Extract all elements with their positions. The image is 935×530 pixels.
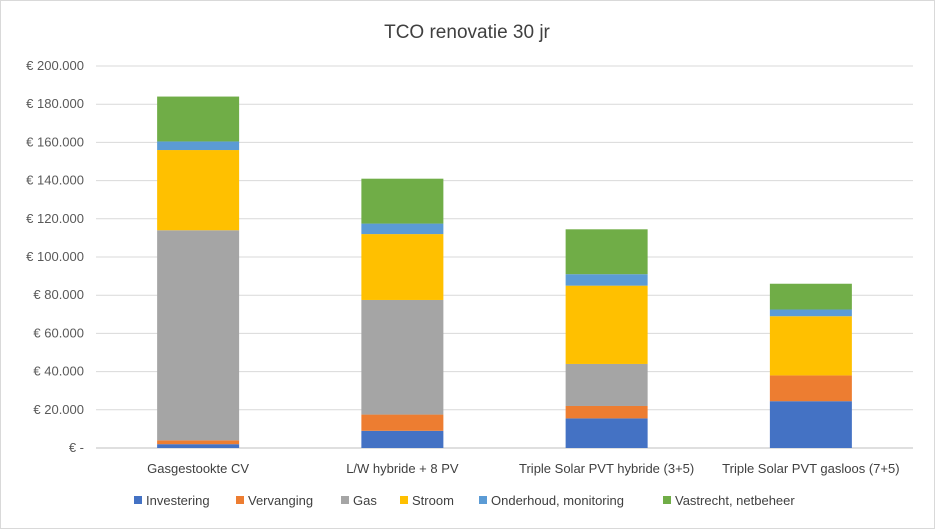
- y-axis-ticks: € - € 20.000 € 40.000 € 60.000 € 80.000 € 100…: [26, 58, 84, 455]
- x-category-label: Triple Solar PVT hybride (3+5): [519, 461, 694, 476]
- bars: [157, 96, 852, 448]
- y-tick-label: € -: [69, 440, 84, 455]
- y-tick-label: € 20.000: [33, 402, 84, 417]
- bar-segment: [565, 363, 648, 406]
- bar-segment: [769, 401, 852, 448]
- legend-swatch: [134, 496, 142, 504]
- bar-segment: [565, 405, 648, 419]
- legend-label: Gas: [353, 493, 377, 508]
- bar-segment: [565, 229, 648, 275]
- y-tick-label: € 160.000: [26, 134, 84, 149]
- x-category-label: Gasgestookte CV: [147, 461, 249, 476]
- bar-segment: [157, 444, 240, 448]
- bar-segment: [157, 96, 240, 142]
- y-tick-label: € 120.000: [26, 211, 84, 226]
- bar-segment: [565, 418, 648, 448]
- bar-segment: [361, 414, 444, 431]
- legend-label: Vastrecht, netbeheer: [675, 493, 795, 508]
- bar-segment: [157, 141, 240, 151]
- bar-segment: [769, 375, 852, 402]
- bar-segment: [361, 234, 444, 300]
- legend-swatch: [663, 496, 671, 504]
- bar-segment: [361, 430, 444, 448]
- legend-label: Vervanging: [248, 493, 313, 508]
- y-tick-label: € 140.000: [26, 173, 84, 188]
- bar-segment: [769, 309, 852, 317]
- legend-label: Onderhoud, monitoring: [491, 493, 624, 508]
- bar-segment: [361, 223, 444, 235]
- y-tick-label: € 80.000: [33, 287, 84, 302]
- bar-segment: [565, 274, 648, 286]
- y-tick-label: € 40.000: [33, 364, 84, 379]
- bar-segment: [361, 299, 444, 415]
- x-axis-categories: Gasgestookte CV L/W hybride + 8 PV Triple …: [147, 461, 899, 476]
- legend-swatch: [236, 496, 244, 504]
- bar-segment: [157, 440, 240, 445]
- bar-segment: [157, 150, 240, 231]
- legend: Investering Vervanging Gas Stroom Onderhoud,…: [134, 493, 795, 508]
- bar-segment: [769, 316, 852, 376]
- bar-segment: [565, 285, 648, 364]
- legend-label: Investering: [146, 493, 210, 508]
- legend-swatch: [341, 496, 349, 504]
- y-tick-label: € 200.000: [26, 58, 84, 73]
- bar-segment: [361, 178, 444, 224]
- legend-swatch: [479, 496, 487, 504]
- bar-segment: [157, 230, 240, 441]
- y-tick-label: € 60.000: [33, 325, 84, 340]
- chart-title: TCO renovatie 30 jr: [384, 22, 550, 43]
- y-tick-label: € 100.000: [26, 249, 84, 264]
- legend-swatch: [400, 496, 408, 504]
- x-category-label: Triple Solar PVT gasloos (7+5): [722, 461, 899, 476]
- x-category-label: L/W hybride + 8 PV: [346, 461, 459, 476]
- y-tick-label: € 180.000: [26, 96, 84, 111]
- bar-segment: [769, 283, 852, 310]
- legend-label: Stroom: [412, 493, 454, 508]
